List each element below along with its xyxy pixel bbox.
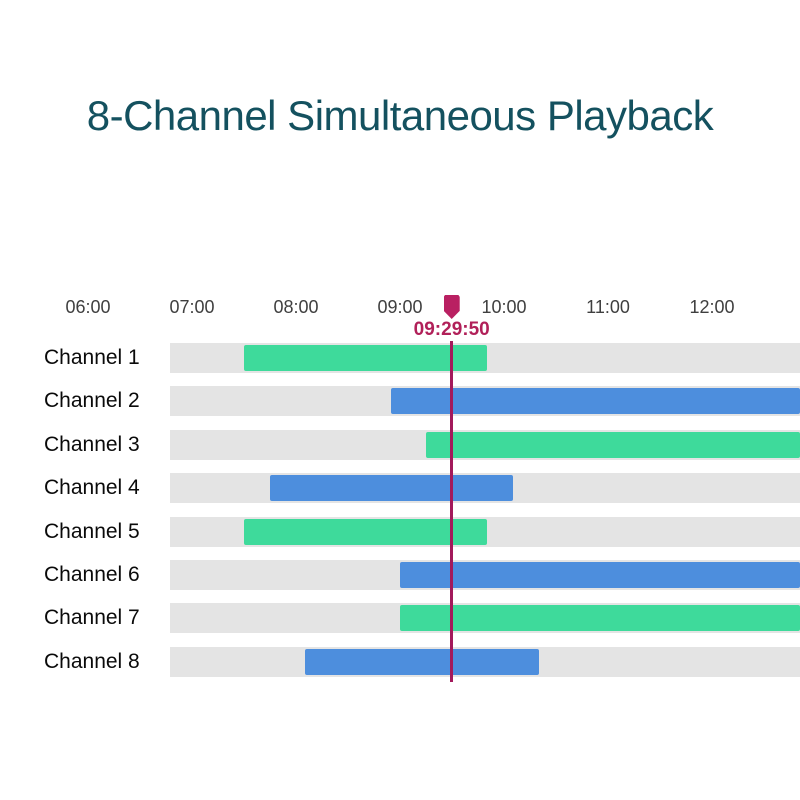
playhead-marker[interactable] <box>443 295 460 319</box>
channel-timeline-track[interactable] <box>170 473 800 504</box>
channel-label: Channel 2 <box>44 389 140 413</box>
channel-row: Channel 2 <box>0 386 800 417</box>
playback-recording-bar[interactable] <box>400 605 800 632</box>
channel-label: Channel 1 <box>44 346 140 369</box>
channel-row: Channel 8 <box>0 646 800 677</box>
channel-label: Channel 8 <box>44 649 140 673</box>
channel-row: Channel 7 <box>0 603 800 634</box>
playback-recording-bar[interactable] <box>244 518 487 545</box>
channel-timeline-track[interactable] <box>170 646 800 677</box>
channel-timeline-track[interactable] <box>170 386 800 417</box>
channel-row: Channel 4 <box>0 473 800 504</box>
playback-recording-bar[interactable] <box>426 431 800 458</box>
playhead-line <box>450 341 454 682</box>
channel-label: Channel 3 <box>44 432 140 456</box>
channel-row: Channel 5 <box>0 516 800 547</box>
page-title: 8-Channel Simultaneous Playback <box>86 92 714 139</box>
channel-timeline-track[interactable] <box>170 603 800 634</box>
channel-timeline-track[interactable] <box>170 343 800 373</box>
channel-row: Channel 1 <box>0 343 800 373</box>
playback-recording-bar[interactable] <box>391 388 800 415</box>
time-axis-tick: 09:00 <box>377 297 423 317</box>
time-axis-tick: 11:00 <box>586 297 630 317</box>
channel-row: Channel 6 <box>0 560 800 590</box>
channel-label: Channel 4 <box>44 476 140 500</box>
playback-recording-bar[interactable] <box>270 475 513 502</box>
channel-label: Channel 7 <box>44 606 140 630</box>
time-axis-tick: 10:00 <box>481 297 527 317</box>
channel-timeline-track[interactable] <box>170 429 800 460</box>
playhead-time-readout: 09:29:50 <box>413 319 490 340</box>
channel-timeline-track[interactable] <box>170 516 800 547</box>
channel-timeline-track[interactable] <box>170 560 800 590</box>
channel-row: Channel 3 <box>0 429 800 460</box>
time-axis-tick: 06:00 <box>65 297 111 317</box>
playback-recording-bar[interactable] <box>400 562 800 588</box>
time-axis-tick: 08:00 <box>273 297 319 317</box>
channel-label: Channel 5 <box>44 519 140 543</box>
playback-recording-bar[interactable] <box>304 648 539 675</box>
time-axis-tick: 07:00 <box>169 297 215 317</box>
time-axis-tick: 12:00 <box>689 297 735 317</box>
playback-recording-bar[interactable] <box>244 345 487 371</box>
channel-label: Channel 6 <box>44 563 140 586</box>
